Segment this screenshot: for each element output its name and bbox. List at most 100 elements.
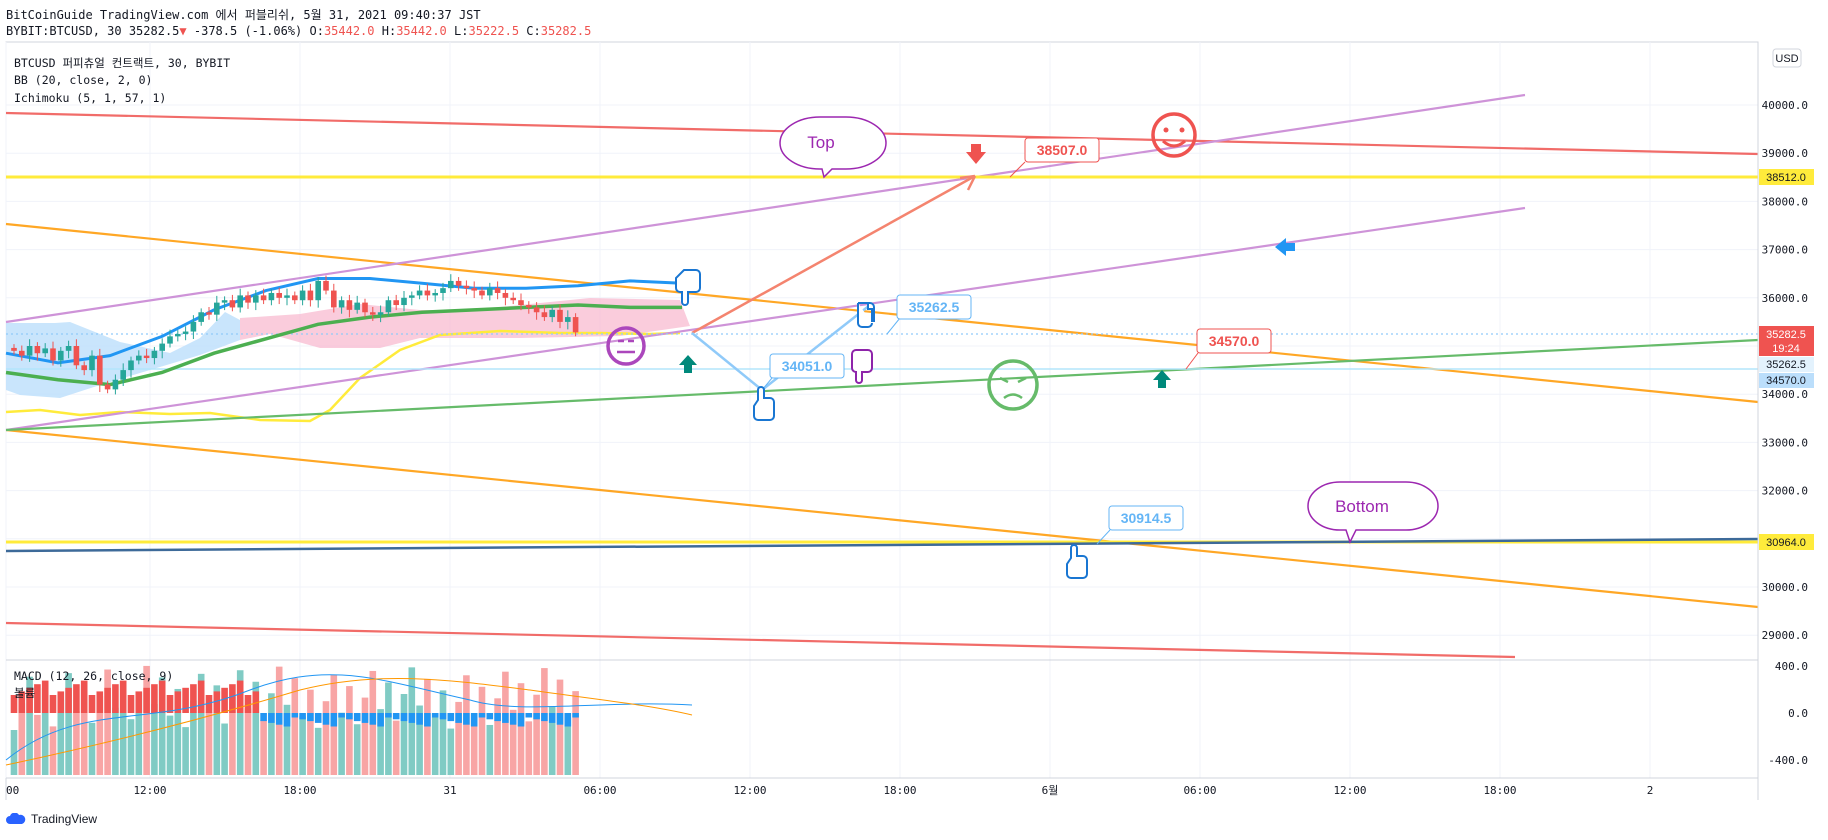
candle-body (120, 370, 126, 380)
volume-bar (385, 682, 392, 775)
macd-hist-bar (307, 713, 314, 722)
top-bubble[interactable]: Top (779, 116, 887, 179)
volume-bar (346, 686, 353, 775)
candle-body (479, 290, 485, 296)
macd-hist-bar (10, 695, 18, 713)
volume-bar (41, 688, 49, 775)
volume-bar (533, 694, 540, 775)
tradingview-logo[interactable]: TradingView (6, 812, 97, 826)
candle-body (424, 290, 431, 296)
volume-bar (236, 670, 244, 775)
macd-hist-bar (517, 713, 525, 727)
price-tick-label: 33000.0 (1762, 436, 1808, 449)
volume-bar (174, 688, 182, 775)
macd-hist-bar (268, 713, 275, 723)
macd-tick-label: -400.0 (1768, 754, 1808, 767)
time-axis[interactable]: 00 12:00 18:00 31 06:00 12:00 18:00 6월 06:00 12:0… (6, 784, 1653, 797)
callout-38507[interactable]: 38507.0 (1009, 137, 1100, 178)
cloud-icon (6, 813, 26, 824)
volume-bar (34, 714, 41, 775)
macd-hist-bar (158, 680, 166, 713)
volume-bar (447, 728, 455, 775)
candle-body (463, 285, 470, 289)
macd-hist-bar (18, 691, 26, 713)
macd-hist-bar (65, 687, 72, 713)
callout-35262[interactable]: 35262.5 (886, 294, 972, 335)
ichimoku-cloud-red (240, 298, 690, 348)
trend-purple-upper (5, 93, 1526, 324)
volume-bar (143, 665, 150, 775)
volume-bar (486, 724, 494, 775)
volume-bar (541, 668, 548, 775)
trend-red-lower (5, 621, 1516, 659)
time-tick-label: 31 (443, 784, 456, 797)
price-tick-label: 32000.0 (1762, 485, 1808, 498)
volume-bar (494, 698, 501, 775)
svg-text:35282.5: 35282.5 (1766, 329, 1806, 341)
volume-bar (182, 727, 189, 775)
candle-body (354, 302, 360, 310)
bottom-bubble[interactable]: Bottom (1307, 481, 1439, 544)
time-tick-label: 18:00 (283, 784, 316, 797)
volume-bar (119, 681, 127, 775)
candle-body (198, 312, 204, 322)
callout-30914[interactable]: 30914.5 (1096, 505, 1184, 545)
volume-bar (260, 719, 267, 775)
macd-hist-bar (96, 691, 104, 713)
svg-text:38507.0: 38507.0 (1037, 142, 1088, 158)
macd-hist-bar (330, 713, 338, 727)
macd-hist-bar (26, 687, 33, 713)
volume-bar (502, 671, 509, 775)
candle-body (549, 309, 555, 318)
trend-orange-lower (5, 428, 1759, 609)
time-tick-label: 18:00 (883, 784, 916, 797)
candle-body (19, 350, 25, 356)
candle-body (206, 312, 212, 315)
price-axis[interactable]: 29000.030000.031000.032000.033000.034000… (1762, 99, 1808, 642)
price-chart[interactable]: Top Bottom 38507.0 35262.5 34051.0 34570… (0, 0, 1828, 800)
macd-hist-bar (369, 713, 377, 725)
candle-body (260, 295, 267, 301)
macd-hist-bar (392, 713, 400, 720)
callout-34570[interactable]: 34570.0 (1185, 328, 1272, 370)
volume-bar (197, 673, 205, 775)
macd-hist-bar (166, 695, 174, 713)
bb-legend[interactable]: BB (20, close, 2, 0) (14, 73, 153, 87)
macd-tick-label: 0.0 (1788, 707, 1808, 720)
callout-34051[interactable]: 34051.0 (761, 353, 845, 391)
candle-body (159, 343, 165, 351)
svg-text:34051.0: 34051.0 (782, 358, 833, 374)
candle-body (26, 346, 33, 356)
volume-bar (572, 691, 579, 775)
arrow-down-red-icon (966, 144, 986, 164)
candle-body (455, 280, 462, 286)
volume-bar (455, 701, 462, 775)
currency-button[interactable]: USD (1772, 48, 1802, 68)
volume-bar (299, 716, 306, 775)
macd-hist-bar (541, 713, 548, 722)
volume-bar (221, 723, 228, 775)
price-tick-label: 36000.0 (1762, 292, 1808, 305)
macd-hist-bar (548, 713, 556, 723)
candle-body (34, 346, 41, 354)
macd-hist-bar (41, 680, 49, 713)
macd-hist-bar (229, 684, 236, 713)
candle-body (253, 295, 259, 303)
candle-body (136, 355, 142, 361)
candle-body (221, 300, 228, 303)
volume-bar (213, 685, 221, 775)
macd-hist-bar (494, 713, 501, 722)
ichimoku-legend[interactable]: Ichimoku (5, 1, 57, 1) (14, 91, 167, 105)
candle-body (65, 346, 72, 351)
candle-body (143, 355, 150, 359)
volume-bar (18, 703, 26, 775)
macd-hist-bar (572, 713, 579, 718)
volume-bar (151, 704, 158, 775)
macd-hist-bar (416, 713, 423, 725)
macd-hist-bar (283, 713, 291, 727)
candle-body (377, 312, 384, 315)
bb-upper-line (5, 277, 683, 365)
macd-legend[interactable]: MACD (12, 26, close, 9) (14, 669, 174, 683)
candle-body (338, 300, 345, 308)
macd-axis: 400.0 0.0 -400.0 (1768, 660, 1808, 767)
